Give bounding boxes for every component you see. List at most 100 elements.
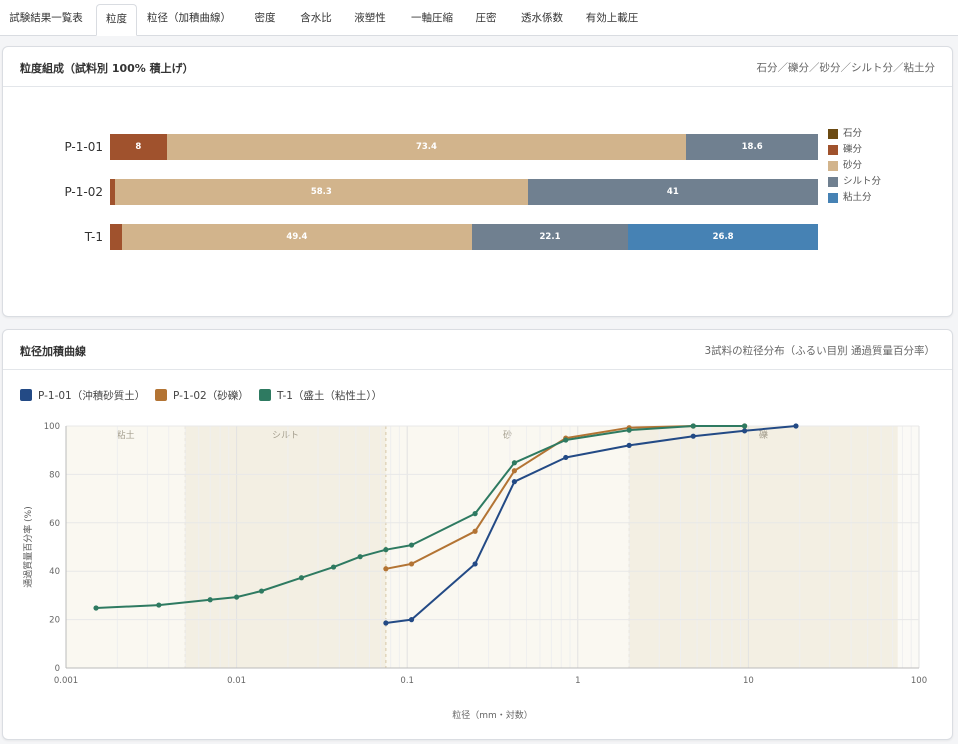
bar-category-label: P-1-01 xyxy=(64,140,103,154)
tab-density[interactable]: 密度 xyxy=(254,12,276,24)
data-point xyxy=(258,588,265,594)
curve-legend-item[interactable]: P-1-01（沖積砂質土） xyxy=(20,389,145,403)
data-point xyxy=(93,605,99,611)
tab-bar: 試験結果一覧表 粒度 粒径（加積曲線） 密度 含水比 液塑性 一軸圧縮 圧密 透… xyxy=(0,0,958,36)
legend-swatch xyxy=(259,389,271,401)
legend-label: シルト分 xyxy=(843,176,882,187)
legend-swatch xyxy=(828,177,838,187)
tab-effective-overburden[interactable]: 有効上載圧 xyxy=(585,12,639,24)
soil-zone-band xyxy=(66,426,186,668)
grading-curve-legend: P-1-01（沖積砂質土） P-1-02（砂礫） T-1（盛土（粘性土）） xyxy=(3,330,952,410)
x-tick-label: 0.1 xyxy=(400,676,414,686)
legend-swatch xyxy=(155,389,167,401)
bar-segment: 49.4 xyxy=(122,224,472,250)
bar-segment: 41 xyxy=(527,179,818,205)
soil-zone-label: 礫 xyxy=(759,429,768,441)
legend-swatch xyxy=(828,129,838,139)
tab-grading-curve[interactable]: 粒径（加積曲線） xyxy=(147,12,231,24)
x-tick-label: 10 xyxy=(743,676,754,686)
tab-water-content[interactable]: 含水比 xyxy=(300,12,332,24)
composition-bar-chart: P-1-01 8 73.4 18.6 P-1-02 58.3 41 T-1 49.4 22.1 26… xyxy=(3,47,952,316)
bar-category-label: T-1 xyxy=(84,230,103,244)
data-point xyxy=(330,564,337,570)
data-point xyxy=(472,511,478,517)
composition-subtitle: 石分／礫分／砂分／シルト分／粘土分 xyxy=(756,62,936,74)
bar-segment xyxy=(110,224,123,250)
legend-label: P-1-02（砂礫） xyxy=(173,390,249,402)
bar-segment xyxy=(110,179,115,205)
bar-segment: 18.6 xyxy=(686,134,818,160)
grading-curve-title: 粒径加積曲線 xyxy=(20,345,86,358)
legend-swatch xyxy=(828,193,838,203)
tab-consolidation[interactable]: 圧密 xyxy=(475,12,497,24)
data-point xyxy=(690,433,696,439)
data-point xyxy=(626,427,632,433)
tab-grain-size[interactable]: 粒度 xyxy=(96,4,137,36)
x-tick-label: 0.001 xyxy=(54,676,78,686)
data-point xyxy=(563,454,569,461)
bar-segment: 73.4 xyxy=(166,134,687,160)
data-point xyxy=(741,423,748,429)
data-point xyxy=(383,547,389,553)
composition-title: 粒度組成（試料別 100% 積上げ） xyxy=(20,62,194,75)
legend-swatch xyxy=(828,145,838,155)
composition-panel: 粒度組成（試料別 100% 積上げ） 石分／礫分／砂分／シルト分／粘土分 P-1… xyxy=(2,46,953,317)
data-point xyxy=(383,620,389,626)
legend-label: T-1（盛土（粘性土）） xyxy=(277,390,383,402)
data-point xyxy=(298,575,305,581)
y-tick-label: 40 xyxy=(49,567,60,577)
bar-segment: 58.3 xyxy=(114,179,528,205)
data-point xyxy=(234,594,240,600)
tab-permeability[interactable]: 透水係数 xyxy=(521,12,563,24)
data-point xyxy=(511,468,518,474)
data-point xyxy=(511,479,518,485)
data-point xyxy=(408,561,415,567)
curve-legend-item[interactable]: P-1-02（砂礫） xyxy=(155,389,249,403)
composition-panel-header: 粒度組成（試料別 100% 積上げ） 石分／礫分／砂分／シルト分／粘土分 xyxy=(3,47,952,87)
data-point xyxy=(156,602,162,608)
y-tick-label: 20 xyxy=(49,616,60,626)
data-point xyxy=(741,428,748,434)
legend-label: 粘土分 xyxy=(843,192,872,203)
grading-curve-subtitle: 3試料の粒径分布（ふるい目別 通過質量百分率） xyxy=(704,345,935,357)
tab-consistency[interactable]: 液塑性 xyxy=(354,12,386,24)
legend-swatch xyxy=(20,389,32,401)
x-tick-label: 1 xyxy=(575,676,580,686)
curve-legend-item[interactable]: T-1（盛土（粘性土）） xyxy=(259,389,382,403)
tab-test-results-list[interactable]: 試験結果一覧表 xyxy=(9,12,83,24)
data-point xyxy=(563,437,569,443)
data-point xyxy=(793,423,799,429)
y-tick-label: 0 xyxy=(55,664,60,674)
data-point xyxy=(690,423,696,429)
x-tick-label: 100 xyxy=(911,676,927,686)
soil-zone-label: 砂 xyxy=(503,429,512,441)
grading-curve-chart: 粘土 シルト 砂 礫 0 20 40 60 80 100 0.001 0.01 0.1 1 10 100 粒径（… xyxy=(22,422,927,721)
grading-curve-panel-header: 粒径加積曲線 3試料の粒径分布（ふるい目別 通過質量百分率） xyxy=(3,330,952,370)
y-tick-label: 100 xyxy=(44,422,60,432)
data-point xyxy=(207,597,213,603)
legend-label: 礫分 xyxy=(843,144,863,155)
data-point xyxy=(383,566,389,572)
tab-unconfined-compression[interactable]: 一軸圧縮 xyxy=(411,12,453,24)
soil-zone-label: シルト xyxy=(272,431,299,441)
series-line xyxy=(95,425,745,609)
grading-curve-panel: 粒径加積曲線 3試料の粒径分布（ふるい目別 通過質量百分率） P-1-01（沖積… xyxy=(2,329,953,740)
x-axis-label: 粒径（mm・対数） xyxy=(452,709,533,721)
y-tick-label: 80 xyxy=(49,470,60,480)
soil-zone-band xyxy=(185,426,386,668)
legend-swatch xyxy=(828,161,838,171)
data-point xyxy=(472,561,478,567)
data-point xyxy=(511,460,518,466)
soil-zone-band xyxy=(629,426,898,668)
data-point xyxy=(626,442,632,448)
bar-segment: 22.1 xyxy=(471,224,629,250)
y-axis-label: 通過質量百分率 (%) xyxy=(22,506,34,587)
x-tick-label: 0.01 xyxy=(227,676,246,686)
bar-segment: 26.8 xyxy=(628,224,818,250)
data-point xyxy=(472,528,478,534)
data-point xyxy=(408,542,415,548)
soil-zone-band xyxy=(385,426,630,668)
bar-segment: 8 xyxy=(110,134,167,160)
y-tick-label: 60 xyxy=(49,519,60,529)
data-point xyxy=(408,617,415,623)
